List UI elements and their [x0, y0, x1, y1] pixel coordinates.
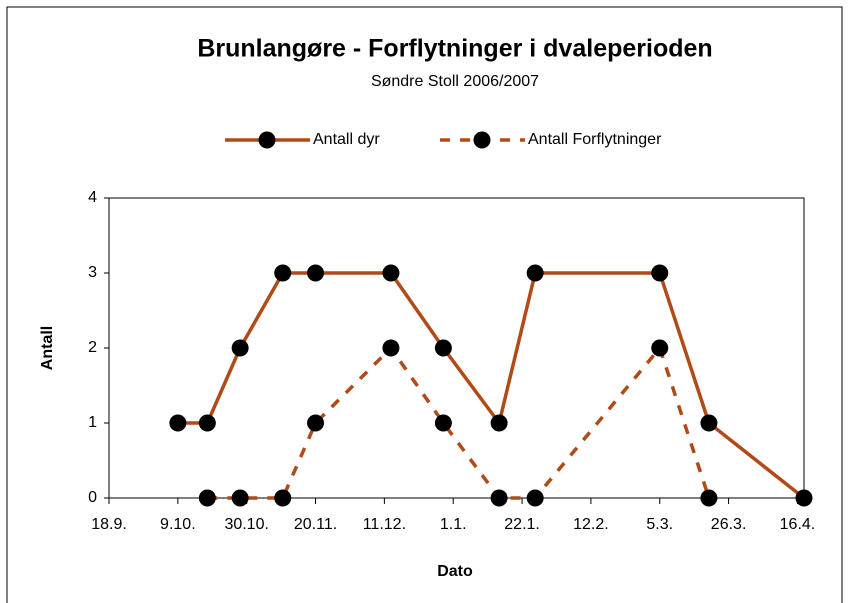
x-tick-label: 26.3. — [711, 516, 747, 533]
x-tick-label: 5.3. — [646, 516, 673, 533]
data-point — [198, 414, 216, 432]
legend-label: Antall dyr — [313, 131, 380, 148]
x-tick-label: 16.4. — [780, 516, 816, 533]
data-point — [526, 489, 544, 507]
series-line — [207, 344, 711, 500]
data-point — [651, 339, 669, 357]
data-point — [434, 339, 452, 357]
data-point — [526, 264, 544, 282]
data-point — [307, 264, 325, 282]
data-point — [700, 414, 718, 432]
x-tick-label: 1.1. — [440, 516, 467, 533]
data-point — [231, 339, 249, 357]
x-tick-label: 9.10. — [160, 516, 196, 533]
chart-border — [6, 6, 843, 603]
data-point — [795, 489, 813, 507]
y-tick-label: 0 — [88, 489, 97, 506]
data-point — [307, 414, 325, 432]
data-point — [274, 264, 292, 282]
x-tick-label: 22.1. — [504, 516, 540, 533]
x-tick-label: 12.2. — [573, 516, 609, 533]
y-tick-label: 3 — [88, 264, 97, 281]
data-point — [651, 264, 669, 282]
chart-subtitle: Søndre Stoll 2006/2007 — [371, 73, 539, 90]
y-tick-label: 2 — [88, 339, 97, 356]
legend-marker — [473, 131, 491, 149]
data-point — [490, 414, 508, 432]
data-point — [198, 489, 216, 507]
y-tick-label: 1 — [88, 414, 97, 431]
chart-title: Brunlangøre - Forflytninger i dvaleperio… — [197, 35, 712, 63]
legend-label: Antall Forflytninger — [528, 131, 662, 148]
data-point — [231, 489, 249, 507]
data-point — [434, 414, 452, 432]
data-point — [169, 414, 187, 432]
x-tick-label: 20.11. — [294, 516, 337, 533]
legend-marker — [258, 131, 276, 149]
y-axis-label: Antall — [39, 326, 56, 370]
data-point — [382, 339, 400, 357]
series-line — [177, 271, 806, 500]
y-tick-label: 4 — [88, 189, 97, 206]
data-point — [700, 489, 718, 507]
x-tick-label: 30.10. — [224, 516, 268, 533]
data-point — [274, 489, 292, 507]
data-point — [490, 489, 508, 507]
x-axis-label: Dato — [437, 563, 473, 580]
x-tick-label: 11.12. — [363, 516, 406, 533]
data-point — [382, 264, 400, 282]
x-tick-label: 18.9. — [91, 516, 127, 533]
